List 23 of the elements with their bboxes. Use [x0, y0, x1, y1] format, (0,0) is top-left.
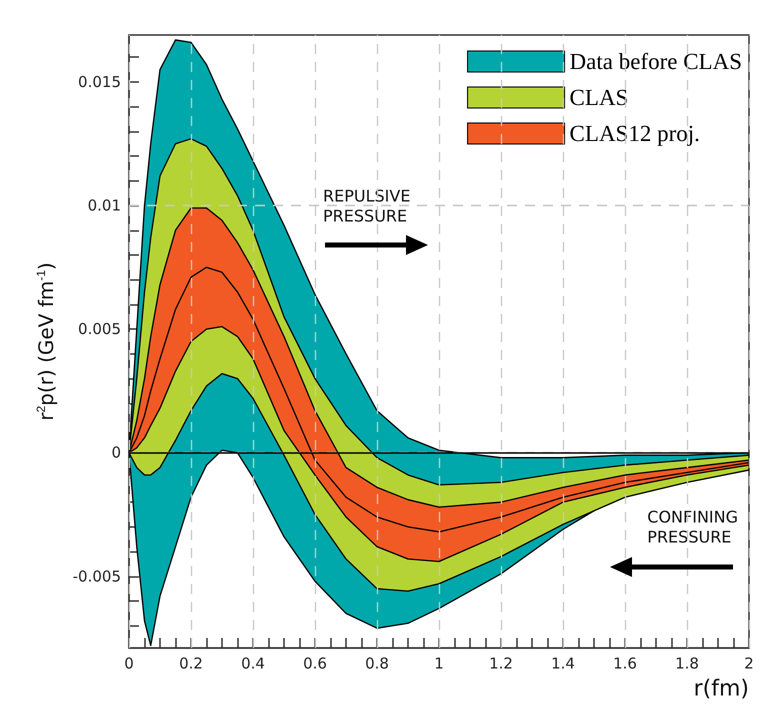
x-tick-label: 1.4 [551, 654, 575, 672]
y-tick-label: 0 [111, 444, 121, 462]
x-tick-label: 2 [744, 654, 754, 672]
y-tick-label: -0.005 [72, 567, 121, 586]
y-axis-title: r2p(r) (GeV fm-1) [34, 262, 58, 421]
legend-label: Data before CLAS [570, 49, 742, 74]
x-tick-label: 1.8 [675, 654, 699, 672]
y-tick-label: 0.005 [78, 320, 121, 338]
annotation: CONFINING PRESSURE [647, 508, 738, 546]
legend-label: CLAS12 proj. [570, 121, 700, 146]
annotation: REPULSIVE PRESSURE [323, 186, 410, 226]
x-tick-label: 1.6 [613, 654, 637, 672]
y-tick-label: 0.01 [88, 196, 121, 215]
x-tick-label: 0.4 [241, 654, 265, 672]
x-tick-label: 1.2 [489, 654, 513, 672]
x-axis-title: r(fm) [694, 676, 749, 702]
x-tick-label: 0.8 [365, 654, 389, 672]
legend-label: CLAS [570, 85, 628, 110]
x-tick-label: 1 [434, 654, 444, 672]
y-tick-label: 0.015 [78, 72, 121, 91]
x-tick-label: 0.2 [179, 654, 203, 672]
x-tick-label: 0 [124, 654, 134, 672]
x-tick-label: 0.6 [303, 654, 327, 672]
